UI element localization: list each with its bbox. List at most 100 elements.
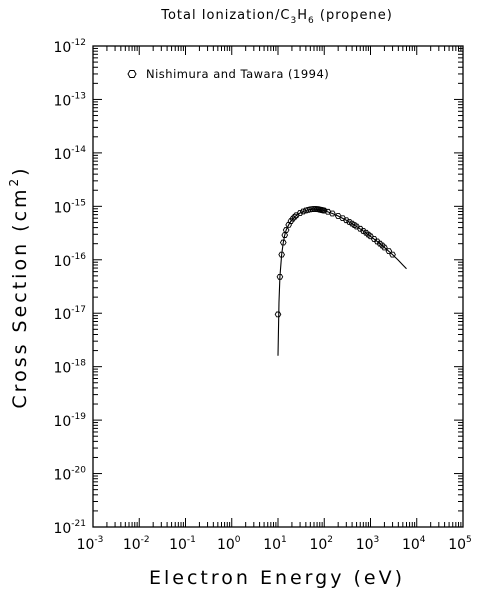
data-point <box>276 273 284 280</box>
title-part-h: H <box>297 8 308 23</box>
tick-exponent: -15 <box>71 198 86 208</box>
tick-exponent: -20 <box>71 466 86 476</box>
tick-base: 10 <box>53 361 71 377</box>
tick-exponent: -2 <box>141 535 150 545</box>
data-point <box>362 229 370 236</box>
tick-base: 10 <box>53 307 71 323</box>
data-point <box>381 244 388 251</box>
y-tick-label: 10-18 <box>53 359 86 377</box>
y-tick-label: 10-14 <box>53 145 86 163</box>
data-point <box>329 210 336 217</box>
data-markers <box>274 206 396 318</box>
x-tick-label: 100 <box>217 535 241 553</box>
x-tick-label: 102 <box>309 535 333 553</box>
tick-exponent: -3 <box>94 535 103 545</box>
tick-base: 10 <box>53 93 71 109</box>
y-axis-label-base: Cross Section (cm <box>9 186 31 408</box>
data-point <box>378 242 386 249</box>
data-point <box>356 225 364 232</box>
y-tick-label: 10-17 <box>53 305 86 323</box>
data-point <box>351 222 358 229</box>
chart-title: Total Ionization/C3H6 (propene) <box>160 8 393 26</box>
x-tick-label: 103 <box>356 535 380 553</box>
legend-hexagon-marker <box>127 70 137 78</box>
data-point <box>279 239 287 246</box>
tick-base: 10 <box>53 147 71 163</box>
legend-label: Nishimura and Tawara (1994) <box>146 67 329 81</box>
tick-exponent: -1 <box>187 535 196 545</box>
title-subscript-3: 3 <box>291 16 298 26</box>
data-point <box>360 228 367 234</box>
tick-base: 10 <box>402 537 420 553</box>
y-axis-label-close: ) <box>9 165 31 175</box>
tick-exponent: 3 <box>374 535 380 545</box>
tick-exponent: -14 <box>71 145 86 155</box>
tick-exponent: 5 <box>466 535 472 545</box>
data-point <box>343 217 350 224</box>
data-point <box>348 220 356 227</box>
data-point <box>291 213 299 220</box>
tick-exponent: 0 <box>235 535 241 545</box>
axis-ticks <box>92 45 464 528</box>
data-point <box>302 207 310 214</box>
y-tick-label: 10-13 <box>53 91 86 109</box>
y-axis-label: Cross Section (cm2) <box>7 165 31 408</box>
tick-exponent: 4 <box>420 535 426 545</box>
x-tick-label: 10-3 <box>77 535 104 553</box>
tick-base: 10 <box>263 537 281 553</box>
x-tick-label: 10-1 <box>169 535 196 553</box>
tick-base: 10 <box>309 537 327 553</box>
y-tick-label: 10-15 <box>53 198 86 216</box>
tick-base: 10 <box>123 537 141 553</box>
tick-exponent: -18 <box>71 359 86 369</box>
data-point <box>274 311 282 318</box>
data-point <box>365 231 372 238</box>
tick-base: 10 <box>53 521 71 537</box>
tick-base: 10 <box>53 414 71 430</box>
title-part-1: Total Ionization/C <box>160 8 290 23</box>
tick-base: 10 <box>169 537 187 553</box>
data-point <box>287 218 295 224</box>
tick-exponent: -19 <box>71 412 86 422</box>
tick-exponent: -21 <box>71 519 86 529</box>
tick-base: 10 <box>217 537 235 553</box>
tick-exponent: -16 <box>71 252 86 262</box>
tick-base: 10 <box>53 254 71 270</box>
y-tick-label: 10-16 <box>53 252 86 270</box>
tick-exponent: -12 <box>71 38 86 48</box>
data-point <box>299 208 307 215</box>
title-part-propene: (propene) <box>315 8 393 23</box>
data-point <box>296 210 304 216</box>
x-tick-label: 101 <box>263 535 287 553</box>
y-tick-label: 10-12 <box>53 38 86 56</box>
title-subscript-6: 6 <box>308 16 315 26</box>
fit-curve <box>277 208 407 356</box>
y-tick-label: 10-19 <box>53 412 86 430</box>
data-point <box>324 208 332 215</box>
data-point <box>278 251 285 258</box>
y-axis-label-exponent: 2 <box>7 176 21 187</box>
tick-exponent: 1 <box>281 535 287 545</box>
tick-base: 10 <box>53 468 71 484</box>
x-tick-label: 105 <box>448 535 472 553</box>
tick-base: 10 <box>53 40 71 56</box>
data-point <box>373 238 381 245</box>
tick-exponent: -17 <box>71 305 86 315</box>
x-tick-label: 104 <box>402 535 426 553</box>
x-tick-labels: 10-3 10-2 10-1 100 101 102 103 104 105 <box>77 535 472 553</box>
x-axis-label: Electron Energy (eV) <box>149 567 405 589</box>
tick-base: 10 <box>356 537 374 553</box>
tick-exponent: 2 <box>327 535 333 545</box>
x-tick-label: 10-2 <box>123 535 150 553</box>
tick-base: 10 <box>53 200 71 216</box>
y-tick-label: 10-21 <box>53 519 86 537</box>
data-point <box>376 240 384 247</box>
y-tick-label: 10-20 <box>53 466 86 484</box>
tick-base: 10 <box>77 537 95 553</box>
data-point <box>346 219 353 225</box>
data-point <box>370 236 378 242</box>
tick-base: 10 <box>448 537 466 553</box>
data-point <box>285 221 292 228</box>
legend: Nishimura and Tawara (1994) <box>127 67 329 81</box>
